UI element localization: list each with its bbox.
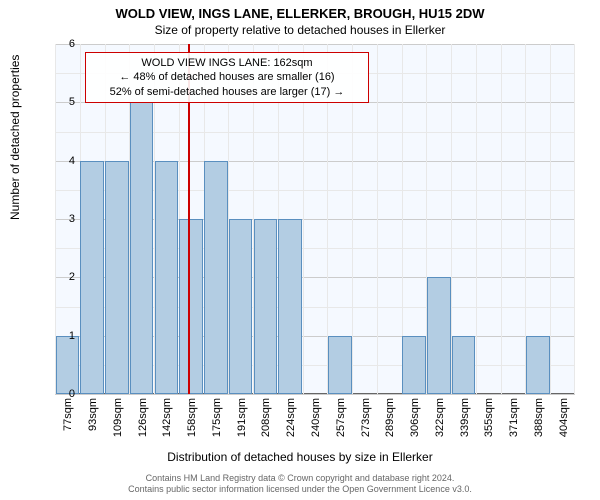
annotation-box: WOLD VIEW INGS LANE: 162sqm← 48% of deta… — [85, 52, 369, 103]
chart-area: WOLD VIEW INGS LANE: 162sqm← 48% of deta… — [55, 44, 575, 394]
bar — [526, 336, 550, 394]
plot-region: WOLD VIEW INGS LANE: 162sqm← 48% of deta… — [55, 44, 575, 394]
x-tick: 257sqm — [335, 398, 347, 437]
attribution-line: Contains HM Land Registry data © Crown c… — [0, 473, 600, 485]
chart-title: WOLD VIEW, INGS LANE, ELLERKER, BROUGH, … — [0, 0, 600, 21]
x-tick: 273sqm — [360, 398, 372, 437]
x-tick: 175sqm — [211, 398, 223, 437]
x-tick: 371sqm — [508, 398, 520, 437]
bar — [328, 336, 352, 394]
x-axis-label: Distribution of detached houses by size … — [0, 450, 600, 464]
bar — [402, 336, 426, 394]
bar — [105, 161, 129, 394]
bar — [278, 219, 302, 394]
attribution: Contains HM Land Registry data © Crown c… — [0, 473, 600, 496]
annotation-line: ← 48% of detached houses are smaller (16… — [92, 70, 362, 84]
chart-container: WOLD VIEW, INGS LANE, ELLERKER, BROUGH, … — [0, 0, 600, 500]
x-tick: 306sqm — [409, 398, 421, 437]
attribution-line: Contains public sector information licen… — [0, 484, 600, 496]
bar — [452, 336, 476, 394]
bar — [254, 219, 278, 394]
x-tick: 224sqm — [285, 398, 297, 437]
y-tick: 5 — [69, 96, 75, 108]
bar — [179, 219, 203, 394]
x-tick: 339sqm — [459, 398, 471, 437]
x-tick: 158sqm — [186, 398, 198, 437]
bar — [204, 161, 228, 394]
x-tick: 208sqm — [260, 398, 272, 437]
bar — [427, 277, 451, 394]
x-tick: 77sqm — [62, 398, 74, 431]
chart-subtitle: Size of property relative to detached ho… — [0, 23, 600, 37]
x-tick: 191sqm — [236, 398, 248, 437]
x-tick: 322sqm — [434, 398, 446, 437]
x-tick: 142sqm — [161, 398, 173, 437]
x-tick: 404sqm — [558, 398, 570, 437]
bar — [229, 219, 253, 394]
y-axis-label: Number of detached properties — [8, 55, 22, 220]
annotation-line: WOLD VIEW INGS LANE: 162sqm — [92, 56, 362, 70]
x-tick: 355sqm — [483, 398, 495, 437]
x-tick: 109sqm — [112, 398, 124, 437]
x-tick: 240sqm — [310, 398, 322, 437]
x-tick: 289sqm — [384, 398, 396, 437]
y-tick: 4 — [69, 155, 75, 167]
annotation-line: 52% of semi-detached houses are larger (… — [92, 85, 362, 99]
x-tick: 126sqm — [137, 398, 149, 437]
bar — [80, 161, 104, 394]
bar — [56, 336, 80, 394]
x-tick: 388sqm — [533, 398, 545, 437]
x-tick: 93sqm — [87, 398, 99, 431]
y-tick: 6 — [69, 38, 75, 50]
y-tick: 1 — [69, 330, 75, 342]
bar — [155, 161, 179, 394]
y-tick: 2 — [69, 271, 75, 283]
bar — [130, 102, 154, 394]
y-tick: 3 — [69, 213, 75, 225]
